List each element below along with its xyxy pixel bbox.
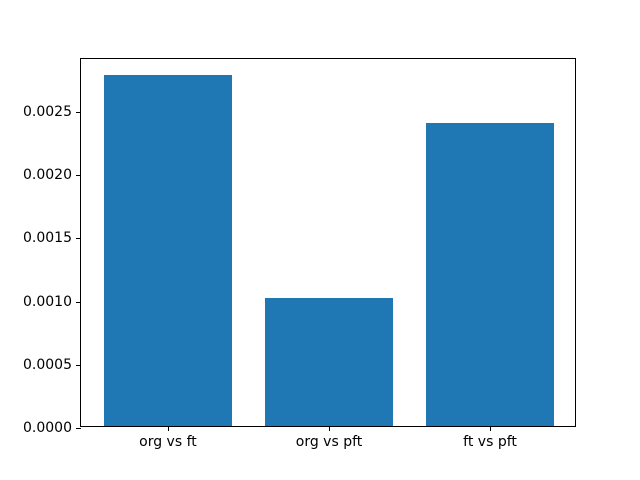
x-tick-label-1: org vs pft <box>295 434 363 450</box>
y-tick-0 <box>76 428 81 429</box>
y-tick-4 <box>76 175 81 177</box>
y-tick-label-4: 0.0020 <box>23 167 72 184</box>
axes: org vs ft org vs pft ft vs pft 0.0000 0.0005… <box>23 58 576 450</box>
x-tick-label-2: ft vs pft <box>463 434 517 450</box>
bar-2 <box>425 122 555 426</box>
y-tick-2 <box>76 301 81 303</box>
y-tick-5 <box>76 111 81 113</box>
y-tick-label-5: 0.0025 <box>23 103 72 120</box>
y-tick-1 <box>76 364 81 366</box>
y-tick-3 <box>76 238 81 240</box>
plot-area <box>81 59 575 426</box>
y-tick-label-3: 0.0015 <box>23 230 72 247</box>
x-tick-1 <box>329 426 330 431</box>
x-tick-2 <box>490 426 492 431</box>
y-tick-label-0: 0.0000 <box>23 420 72 436</box>
x-tick-0 <box>167 426 169 431</box>
x-tick-label-0: org vs ft <box>139 434 197 450</box>
y-tick-label-2: 0.0010 <box>23 293 72 310</box>
bar-0 <box>103 74 233 426</box>
y-tick-label-1: 0.0005 <box>23 356 72 373</box>
bar-1 <box>264 298 394 426</box>
